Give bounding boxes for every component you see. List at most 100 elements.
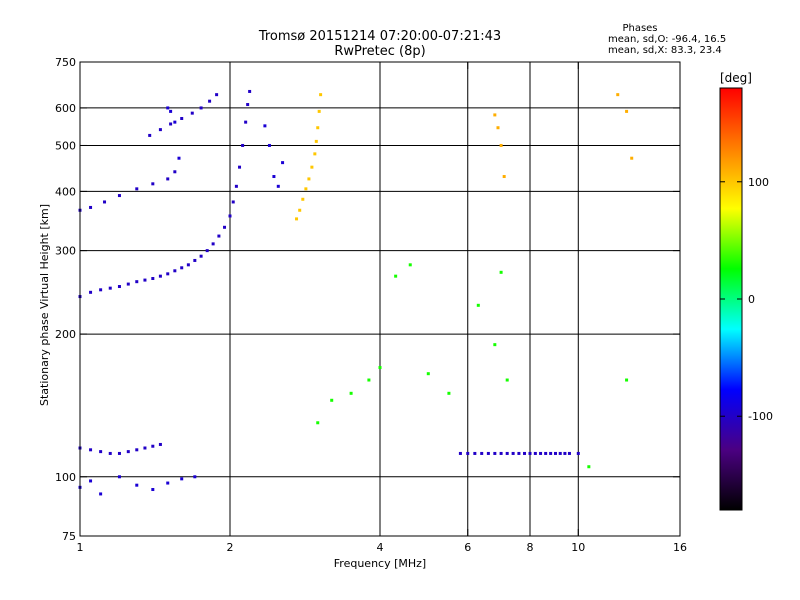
data-point [158, 442, 162, 446]
y-tick-label: 600 [55, 102, 76, 115]
data-point [301, 197, 305, 201]
x-tick-label: 1 [77, 541, 84, 554]
data-point [177, 156, 181, 160]
data-point [241, 143, 245, 147]
data-point [394, 274, 398, 278]
x-tick-label: 4 [377, 541, 384, 554]
data-point [307, 177, 311, 181]
data-point [158, 128, 162, 132]
y-tick-label: 500 [55, 139, 76, 152]
data-point [476, 303, 480, 307]
data-point [151, 277, 155, 281]
data-point [304, 187, 308, 191]
data-point [558, 451, 562, 455]
data-point [103, 200, 107, 204]
data-point [493, 113, 497, 117]
data-point [208, 99, 212, 103]
data-point [166, 177, 170, 181]
data-point [298, 208, 302, 212]
data-point [223, 225, 227, 229]
data-point [148, 133, 152, 137]
data-point [173, 170, 177, 174]
x-axis-ticks: 1 2 4 6 8 10 16 [77, 62, 687, 554]
x-tick-label: 8 [527, 541, 534, 554]
data-point [528, 451, 532, 455]
data-point [505, 378, 509, 382]
data-point [281, 161, 285, 165]
data-point [193, 258, 197, 262]
data-point [126, 450, 130, 454]
stats-o-mode: mean, sd,O: -96.4, 16.5 [608, 34, 726, 45]
data-point [295, 217, 299, 221]
data-point [234, 184, 238, 188]
data-point [248, 89, 252, 93]
data-point [378, 366, 382, 370]
data-point [180, 116, 184, 120]
data-point [99, 288, 103, 292]
data-point [246, 103, 250, 107]
data-point [228, 214, 232, 218]
data-point [89, 448, 93, 452]
data-point [499, 143, 503, 147]
data-point [143, 278, 147, 282]
data-point [89, 479, 93, 483]
data-point [567, 451, 571, 455]
data-point [511, 451, 515, 455]
data-point [493, 343, 497, 347]
data-point [238, 165, 242, 169]
data-point [151, 488, 155, 492]
y-tick-label: 75 [62, 530, 76, 543]
data-point [330, 398, 334, 402]
data-point [493, 451, 497, 455]
chart-subtitle: RwPretec (8p) [334, 44, 425, 59]
x-tick-label: 16 [673, 541, 687, 554]
data-point [367, 378, 371, 382]
data-point [466, 451, 470, 455]
colorbar-tick-label: 0 [748, 293, 755, 306]
data-point [499, 270, 503, 274]
data-point [89, 290, 93, 294]
data-point [244, 120, 248, 124]
data-point [502, 175, 506, 179]
data-point [447, 391, 451, 395]
data-point [499, 451, 503, 455]
colorbar-ticks: -100 0 100 [720, 176, 773, 423]
data-point [625, 378, 629, 382]
data-point [553, 451, 557, 455]
data-point [267, 143, 271, 147]
data-point [117, 451, 121, 455]
data-point [217, 234, 221, 238]
data-point [231, 200, 235, 204]
data-point [143, 446, 147, 450]
data-point [313, 152, 317, 156]
data-point [616, 93, 620, 97]
data-point [89, 205, 93, 209]
data-point [211, 242, 215, 246]
data-point [316, 126, 320, 130]
data-point [480, 451, 484, 455]
data-point [126, 282, 130, 286]
data-point [319, 93, 323, 97]
data-point [625, 109, 629, 113]
data-point [486, 451, 490, 455]
data-point [166, 272, 170, 276]
stats-x-mode: mean, sd,X: 83.3, 23.4 [608, 45, 722, 56]
x-axis-label: Frequency [MHz] [334, 557, 426, 570]
data-point [205, 249, 209, 253]
y-tick-label: 300 [55, 245, 76, 258]
y-tick-label: 750 [55, 56, 76, 69]
data-point [549, 451, 553, 455]
data-point [190, 111, 194, 115]
data-point [135, 483, 139, 487]
data-point [576, 451, 580, 455]
data-point [473, 451, 477, 455]
data-point [505, 451, 509, 455]
y-tick-label: 100 [55, 471, 76, 484]
data-point [99, 492, 103, 496]
data-point [99, 450, 103, 454]
data-point [276, 184, 280, 188]
data-point [117, 475, 121, 479]
data-point [539, 451, 543, 455]
y-tick-label: 200 [55, 328, 76, 341]
